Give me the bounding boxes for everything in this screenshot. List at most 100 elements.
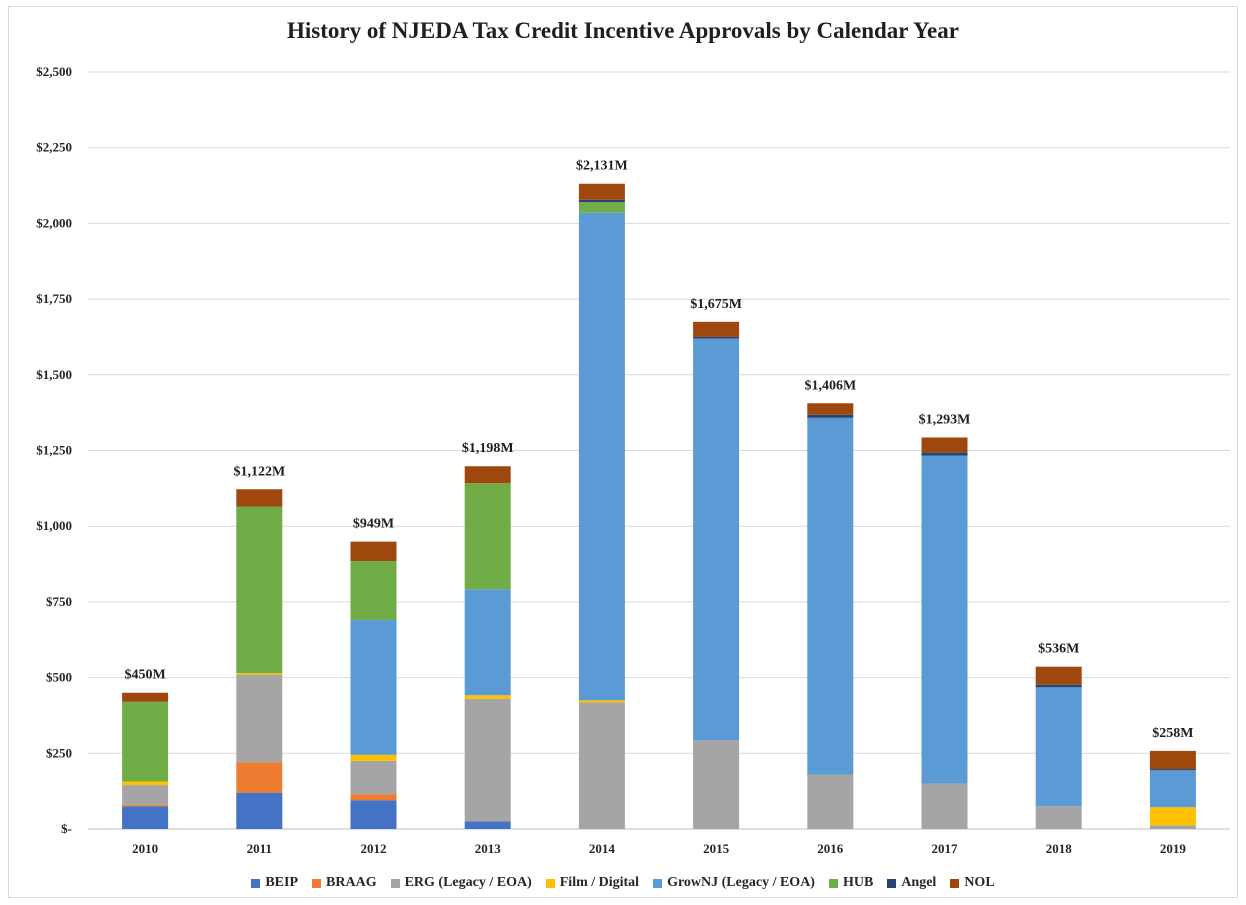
total-labels: $450M $1,122M $949M $1,198M $2,131M $1,675M $1… [124,159,1193,741]
bar-stack-2014 [578,183,625,829]
bar-segment [122,806,169,829]
bar-stack-2019 [1149,750,1196,829]
legend-swatch [545,878,555,888]
legend-label: BRAAG [326,875,377,890]
bar-segment [578,212,625,701]
bar-stack-2011 [236,489,283,829]
bar-segment [122,701,169,782]
bar-segment [921,452,968,456]
legend-item: NOL [950,875,995,891]
legend-label: GrowNJ (Legacy / EOA) [667,875,815,890]
legend-label: Film / Digital [559,875,640,890]
legend-item: HUB [828,875,874,891]
bar-segment [578,202,625,213]
bar-segment [464,483,511,590]
bar-segment [236,489,283,507]
legend-label: HUB [842,875,874,890]
bar-stack-2015 [693,321,740,829]
bar-segment [350,754,397,761]
legend-swatch [653,878,663,888]
bar-segment [921,783,968,829]
bar-segment [236,673,283,675]
y-axis-ticks: $- $250 $500 $750 $1,000 $1,250 $1,500 $1,750 $2… [36,64,72,836]
bar-segment [464,695,511,699]
legend-swatch [390,878,400,888]
y-tick-label: $750 [46,594,72,609]
bar-segment [578,700,625,703]
bar-segment [807,403,854,415]
legend-item: Film / Digital [545,875,640,891]
x-tick-label: 2015 [703,841,730,856]
bar-segment [1035,806,1082,829]
legend-swatch [950,878,960,888]
legend-label: ERG (Legacy / EOA) [404,875,532,890]
bar-stack-2016 [807,403,854,829]
total-data-label: $536M [1038,642,1079,657]
bar-stack-2013 [464,466,511,829]
bar-segment [350,561,397,621]
bar-segment [236,506,283,674]
bar-segment [122,781,169,786]
x-tick-label: 2019 [1160,841,1187,856]
total-data-label: $1,122M [233,464,285,479]
x-axis-ticks: 2010 2011 2012 2013 2014 2015 2016 2017 2018 2019 [132,841,1186,856]
bar-segment [693,338,740,741]
bar-segment [122,785,169,805]
y-tick-label: $1,500 [36,367,72,382]
bar-segment [350,794,397,801]
bar-segment [693,336,740,339]
bar-segment [464,589,511,696]
chart-title: History of NJEDA Tax Credit Incentive Ap… [287,18,959,43]
legend-label: BEIP [265,875,299,890]
bar-segment [236,792,283,829]
bar-segment [350,541,397,562]
y-tick-label: $- [61,821,72,836]
y-tick-label: $2,500 [36,64,72,79]
legend-swatch [828,878,838,888]
legend-item: Angel [887,875,936,891]
y-tick-label: $2,250 [36,140,72,155]
bar-stack-2012 [350,541,397,829]
x-tick-label: 2011 [247,841,272,856]
legend-swatch [312,878,322,888]
stacked-bar-chart: $- $250 $500 $750 $1,000 $1,250 $1,500 $1,750 $2… [36,64,1230,856]
bar-segment [122,804,169,807]
bar-segment [1035,666,1082,685]
total-data-label: $1,198M [462,441,514,456]
bar-segment [1149,769,1196,771]
total-data-label: $949M [353,517,394,532]
total-data-label: $1,293M [919,412,971,427]
bar-segment [1149,825,1196,829]
bar-segment [921,437,968,453]
x-tick-label: 2017 [932,841,959,856]
bar-segment [807,414,854,418]
bar-segment [464,821,511,829]
legend-swatch [887,878,897,888]
total-data-label: $258M [1152,726,1193,741]
y-tick-label: $1,750 [36,291,72,306]
legend: BEIP BRAAG ERG (Legacy / EOA) Film / Digita… [0,872,1246,894]
y-tick-label: $2,000 [36,215,72,230]
bar-stack-2010 [122,692,169,829]
legend-label: Angel [901,875,937,890]
bar-segment [807,417,854,775]
bar-segment [921,455,968,784]
bar-segment [350,620,397,755]
bar-segment [693,321,740,337]
x-tick-label: 2014 [589,841,616,856]
total-data-label: $1,406M [804,378,856,393]
y-tick-label: $1,000 [36,518,72,533]
bar-segment [1035,684,1082,688]
bar-segment [578,199,625,203]
bar-segment [1149,770,1196,808]
bar-stack-2017 [921,437,968,829]
bar-segment [1149,807,1196,826]
x-tick-label: 2010 [132,841,158,856]
x-tick-label: 2016 [817,841,844,856]
legend-item: BEIP [251,875,298,891]
legend-label: NOL [964,875,995,890]
legend-item: ERG (Legacy / EOA) [390,875,532,891]
legend-item: GrowNJ (Legacy / EOA) [653,875,815,891]
bar-segment [1149,750,1196,770]
x-tick-label: 2012 [361,841,387,856]
